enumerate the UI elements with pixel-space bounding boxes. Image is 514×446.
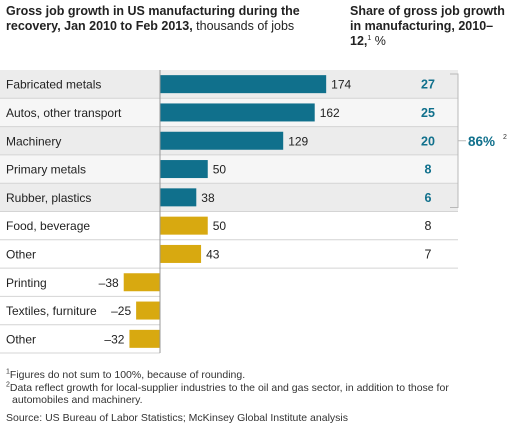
bar [129, 329, 160, 348]
category-label: Rubber, plastics [6, 191, 91, 205]
chart-title-bold: Gross job growth in US manufacturing dur… [6, 4, 300, 33]
footnote-2: 2Data reflect growth for local-supplier … [6, 381, 506, 395]
share-total-footnote-ref: 2 [503, 134, 507, 141]
row-background [0, 154, 458, 184]
footnote-1-text: Figures do not sum to 100%, because of r… [9, 369, 246, 381]
share-title-unit: % [371, 34, 386, 48]
share-title-footnote-ref: 1 [367, 34, 372, 42]
bar [160, 216, 208, 235]
value-label: 38 [201, 191, 215, 205]
category-label: Food, beverage [6, 219, 90, 233]
value-label: 162 [320, 106, 340, 120]
category-label: Fabricated metals [6, 78, 101, 92]
category-label: Machinery [6, 134, 61, 148]
category-label: Other [6, 247, 36, 261]
value-label: 50 [213, 219, 227, 233]
footnotes: 1Figures do not sum to 100%, because of … [6, 369, 506, 424]
footnote-1-marker: 1 [6, 368, 10, 376]
chart-title-unit: thousands of jobs [192, 19, 295, 33]
value-label: –38 [99, 276, 119, 290]
value-label: –32 [104, 332, 124, 346]
source-line: Source: US Bureau of Labor Statistics; M… [6, 411, 348, 424]
footnote-2-marker: 2 [6, 381, 10, 388]
footnote-2-continued: automobiles and machinery. [12, 394, 143, 406]
share-value: 20 [421, 134, 435, 148]
share-column-title: Share of gross job growth in manufacturi… [350, 4, 514, 49]
category-label: Textiles, furniture [6, 304, 97, 318]
row-background [0, 183, 458, 212]
share-value: 8 [425, 219, 432, 233]
footnote-1: 1Figures do not sum to 100%, because of … [6, 369, 506, 382]
share-value: 8 [425, 163, 432, 177]
category-label: Printing [6, 276, 47, 290]
bar [160, 244, 202, 263]
bar [160, 160, 208, 179]
bar [123, 273, 160, 292]
bar [136, 301, 160, 320]
share-value: 27 [421, 78, 435, 92]
bar [160, 75, 327, 94]
bar [160, 103, 315, 122]
chart-title: Gross job growth in US manufacturing dur… [6, 4, 336, 34]
category-label: Autos, other transport [6, 106, 122, 120]
footnote-2-text: Data reflect growth for local-supplier i… [9, 381, 449, 394]
value-label: 50 [213, 163, 227, 177]
share-value: 25 [421, 106, 435, 120]
value-label: 174 [331, 78, 351, 92]
bar [160, 188, 197, 207]
category-label: Other [6, 332, 36, 346]
share-value: 6 [425, 191, 432, 205]
share-title-bold: Share of gross job growth in manufacturi… [350, 4, 505, 48]
bar [160, 131, 284, 150]
bar-chart: Fabricated metals 174 Autos, other transpo… [0, 70, 507, 354]
value-label: 43 [206, 247, 220, 261]
value-label: –25 [111, 304, 131, 318]
share-total-label: 86% [468, 134, 495, 149]
share-value: 7 [425, 247, 432, 261]
category-label: Primary metals [6, 163, 86, 177]
value-label: 129 [288, 134, 308, 148]
